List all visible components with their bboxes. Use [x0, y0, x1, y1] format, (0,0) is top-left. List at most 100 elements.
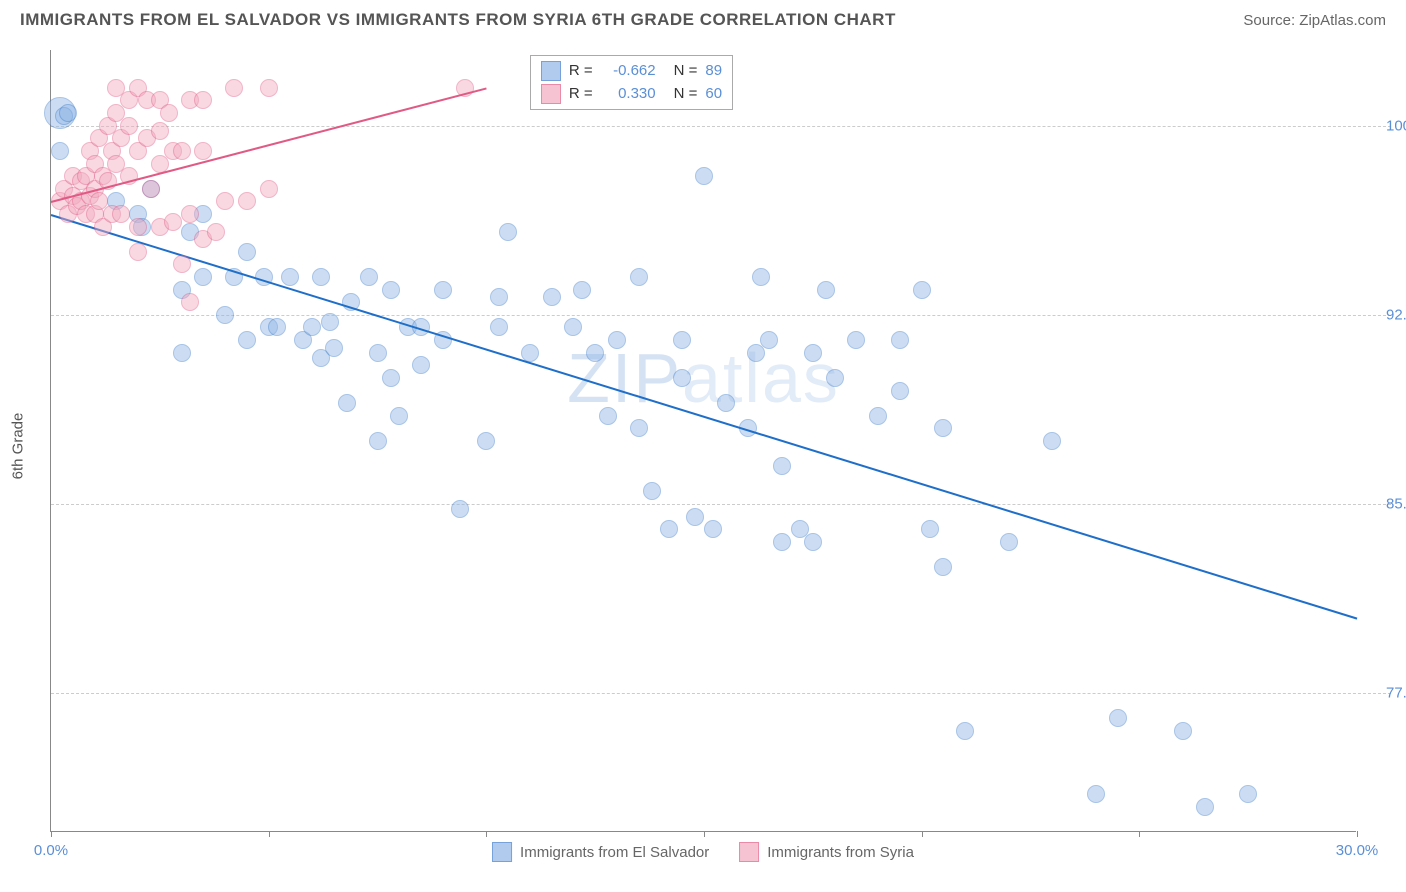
scatter-point — [142, 180, 160, 198]
legend-bottom-label: Immigrants from El Salvador — [520, 844, 709, 861]
x-tick-label: 0.0% — [34, 842, 68, 859]
x-tick — [922, 831, 923, 837]
scatter-point — [173, 344, 191, 362]
scatter-point — [390, 407, 408, 425]
scatter-point — [760, 331, 778, 349]
scatter-point — [717, 394, 735, 412]
scatter-point — [752, 268, 770, 286]
scatter-point — [268, 318, 286, 336]
scatter-point — [321, 313, 339, 331]
scatter-point — [1239, 785, 1257, 803]
scatter-point — [490, 288, 508, 306]
scatter-point — [129, 243, 147, 261]
legend-top: R =-0.662N =89R =0.330N =60 — [530, 55, 733, 110]
scatter-point — [312, 268, 330, 286]
scatter-point — [704, 520, 722, 538]
legend-n-label: N = — [674, 83, 698, 106]
y-tick-label: 85.0% — [1386, 496, 1406, 513]
scatter-chart: ZIPatlas 77.5%85.0%92.5%100.0%0.0%30.0%R… — [50, 50, 1356, 832]
legend-bottom: Immigrants from El Salvador Immigrants f… — [492, 842, 914, 862]
legend-n-value: 89 — [705, 60, 722, 83]
legend-top-row: R =-0.662N =89 — [541, 60, 722, 83]
scatter-point — [338, 394, 356, 412]
scatter-point — [238, 243, 256, 261]
scatter-point — [173, 255, 191, 273]
scatter-point — [847, 331, 865, 349]
scatter-point — [238, 331, 256, 349]
legend-bottom-item: Immigrants from Syria — [739, 842, 914, 862]
scatter-point — [120, 117, 138, 135]
scatter-point — [1000, 533, 1018, 551]
scatter-point — [921, 520, 939, 538]
scatter-point — [630, 419, 648, 437]
legend-swatch-icon — [541, 61, 561, 81]
header: IMMIGRANTS FROM EL SALVADOR VS IMMIGRANT… — [0, 0, 1406, 30]
scatter-point — [586, 344, 604, 362]
scatter-point — [934, 419, 952, 437]
scatter-point — [51, 142, 69, 160]
legend-r-value: 0.330 — [601, 83, 656, 106]
legend-swatch-icon — [492, 842, 512, 862]
grid-line — [51, 693, 1391, 694]
scatter-point — [303, 318, 321, 336]
scatter-point — [129, 218, 147, 236]
scatter-point — [207, 223, 225, 241]
scatter-point — [913, 281, 931, 299]
grid-line — [51, 126, 1391, 127]
scatter-point — [817, 281, 835, 299]
x-tick — [51, 831, 52, 837]
legend-n-value: 60 — [705, 83, 722, 106]
scatter-point — [564, 318, 582, 336]
scatter-point — [260, 79, 278, 97]
scatter-point — [194, 142, 212, 160]
trend-line — [51, 214, 1358, 620]
source-value: ZipAtlas.com — [1299, 12, 1386, 29]
scatter-point — [477, 432, 495, 450]
scatter-point — [451, 500, 469, 518]
scatter-point — [181, 293, 199, 311]
scatter-point — [891, 382, 909, 400]
legend-bottom-label: Immigrants from Syria — [767, 844, 914, 861]
legend-r-value: -0.662 — [601, 60, 656, 83]
scatter-point — [160, 104, 178, 122]
scatter-point — [695, 167, 713, 185]
grid-line — [51, 504, 1391, 505]
scatter-point — [1043, 432, 1061, 450]
x-tick — [1357, 831, 1358, 837]
scatter-point — [673, 331, 691, 349]
y-tick-label: 92.5% — [1386, 306, 1406, 323]
scatter-point — [543, 288, 561, 306]
scatter-point — [643, 482, 661, 500]
scatter-point — [686, 508, 704, 526]
scatter-point — [151, 122, 169, 140]
legend-n-label: N = — [674, 60, 698, 83]
scatter-point — [804, 533, 822, 551]
grid-line — [51, 315, 1391, 316]
scatter-point — [608, 331, 626, 349]
x-tick — [486, 831, 487, 837]
y-tick-label: 77.5% — [1386, 685, 1406, 702]
scatter-point — [173, 142, 191, 160]
scatter-point — [1087, 785, 1105, 803]
scatter-point — [773, 533, 791, 551]
legend-top-row: R =0.330N =60 — [541, 83, 722, 106]
scatter-point — [599, 407, 617, 425]
scatter-point — [434, 281, 452, 299]
scatter-point — [360, 268, 378, 286]
scatter-point — [1174, 722, 1192, 740]
scatter-point — [216, 306, 234, 324]
y-tick-label: 100.0% — [1386, 117, 1406, 134]
chart-title: IMMIGRANTS FROM EL SALVADOR VS IMMIGRANT… — [20, 10, 896, 30]
scatter-point — [181, 205, 199, 223]
scatter-point — [869, 407, 887, 425]
x-tick — [704, 831, 705, 837]
scatter-point — [369, 432, 387, 450]
source-label: Source: — [1243, 12, 1295, 29]
scatter-point — [891, 331, 909, 349]
scatter-point — [216, 192, 234, 210]
scatter-point — [673, 369, 691, 387]
source: Source: ZipAtlas.com — [1243, 12, 1386, 29]
scatter-point — [660, 520, 678, 538]
scatter-point — [1109, 709, 1127, 727]
scatter-point — [1196, 798, 1214, 816]
